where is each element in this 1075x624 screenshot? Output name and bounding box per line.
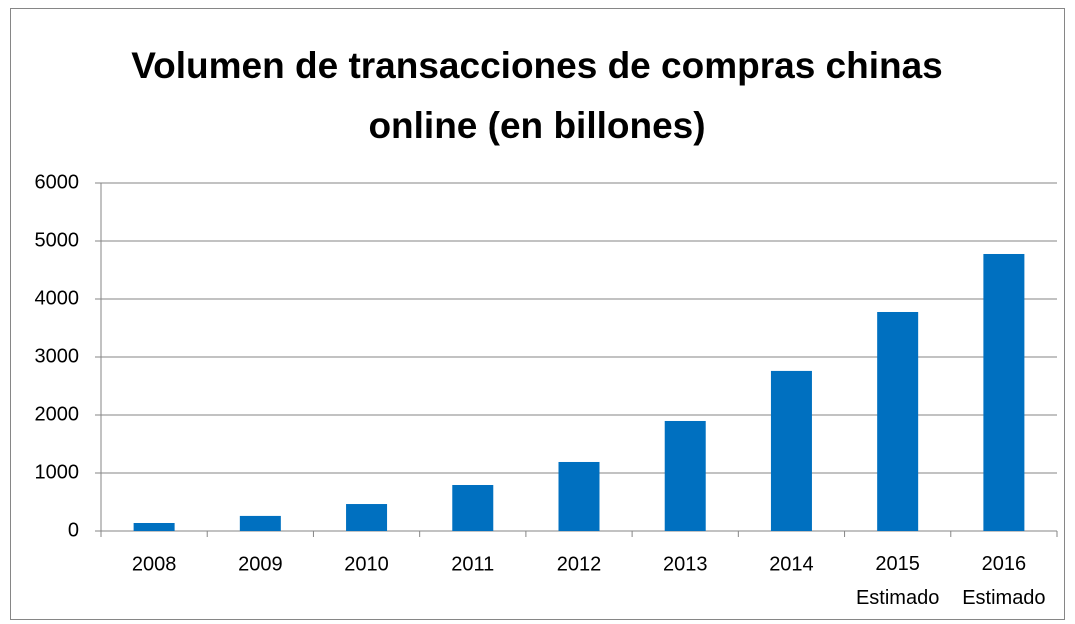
chart-title: Volumen de transacciones de compras chin…: [131, 45, 943, 146]
x-tick-label: 2015 Estimado: [856, 553, 939, 609]
bar: [664, 420, 706, 531]
x-tick-label: 2008: [132, 553, 177, 575]
y-tick-label: 6000: [35, 171, 80, 193]
x-tick-label: 2011: [451, 553, 494, 575]
bar: [770, 370, 812, 531]
y-tick-label: 4000: [35, 287, 80, 309]
x-tick-label: 2014: [769, 553, 814, 575]
bar: [133, 522, 175, 531]
y-tick-label: 5000: [35, 229, 80, 251]
x-tick-label: 2012: [557, 553, 602, 575]
x-tick-label: 2009: [238, 553, 283, 575]
bar: [346, 504, 388, 531]
bar: [877, 311, 919, 531]
y-tick-label: 1000: [35, 461, 80, 483]
y-tick-label: 0: [68, 519, 79, 541]
y-tick-label: 3000: [35, 345, 80, 367]
bar: [558, 461, 600, 531]
bar: [983, 253, 1025, 531]
y-tick-label: 2000: [35, 403, 80, 425]
bar: [239, 515, 281, 531]
x-tick-label: 2010: [344, 553, 389, 575]
bar: [452, 485, 494, 531]
x-tick-label: 2016 Estimado: [962, 553, 1045, 609]
x-tick-label: 2013: [663, 553, 708, 575]
